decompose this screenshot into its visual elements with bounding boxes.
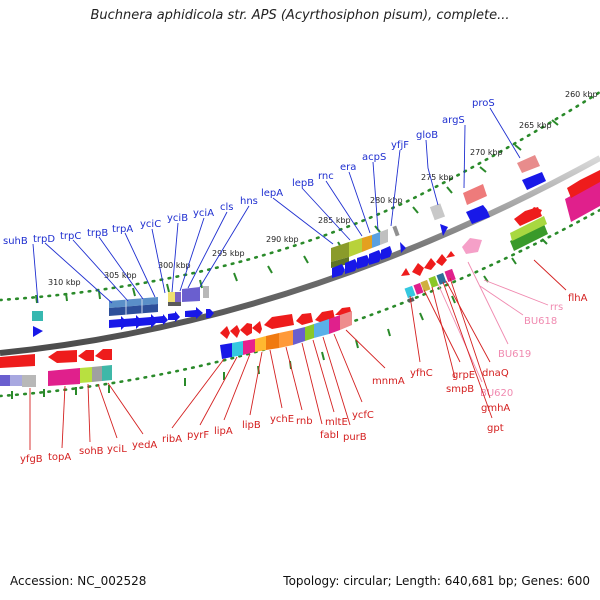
gene-label-top: cls xyxy=(220,202,234,213)
gene-block-group xyxy=(331,225,406,278)
gene-label-top: hns xyxy=(240,196,258,207)
gene-label-bottom: yfgB xyxy=(20,454,43,465)
gene-label-bottom: lipA xyxy=(214,426,233,437)
gene-label-bottom: gmhA xyxy=(481,403,510,414)
gene-label-top: yciA xyxy=(193,208,214,219)
gene-label-bottom: flhA xyxy=(568,293,588,304)
gene-label-top: era xyxy=(340,162,356,173)
gene-label-top: lepA xyxy=(261,188,283,199)
gene-block-group xyxy=(32,286,214,337)
accession-text: Accession: NC_002528 xyxy=(10,574,147,588)
gene-label-bottom: fabI xyxy=(320,430,339,441)
gene-label-bottom: BU620 xyxy=(480,388,513,399)
kbp-label: 260 kbp xyxy=(565,90,598,99)
gene-label-bottom: rrs xyxy=(550,302,563,313)
gene-label-bottom: yciL xyxy=(107,444,127,455)
gene-label-top: rnc xyxy=(318,171,334,182)
bottom-gene-labels: yfgB topA sohB yciL yedA ribA pyrF lipA … xyxy=(20,259,588,465)
gene-label-bottom: BU618 xyxy=(524,316,557,327)
kbp-label: 285 kbp xyxy=(318,216,351,225)
kbp-label: 305 kbp xyxy=(104,271,137,280)
gene-label-bottom: purB xyxy=(343,432,367,443)
gene-label-top: yciC xyxy=(140,219,161,230)
gene-block-group xyxy=(0,349,112,387)
kbp-label: 275 kbp xyxy=(421,173,454,182)
gene-label-top: suhB xyxy=(3,236,28,247)
map-title: Buchnera aphidicola str. APS (Acyrthosip… xyxy=(90,8,510,23)
gene-block-group xyxy=(401,170,600,303)
gene-label-bottom: lipB xyxy=(242,420,261,431)
gene-label-bottom: ribA xyxy=(162,434,182,445)
top-gene-labels: suhB trpD trpC trpB trpA yciC yciB yciA … xyxy=(3,98,521,304)
gene-label-bottom: dnaQ xyxy=(482,368,509,379)
genome-backbone xyxy=(0,155,600,356)
gene-label-top: trpC xyxy=(60,231,81,242)
kbp-label: 295 kbp xyxy=(212,249,245,258)
gene-label-top: trpD xyxy=(33,234,55,245)
gene-label-bottom: gpt xyxy=(487,423,504,434)
outer-scale-arc xyxy=(0,90,600,302)
gene-label-top: yfjF xyxy=(391,140,409,151)
gene-label-top: proS xyxy=(472,98,495,109)
gene-label-bottom: mltE xyxy=(325,417,348,428)
gene-block-group xyxy=(220,307,352,359)
gene-label-top: trpA xyxy=(112,224,133,235)
kbp-label: 265 kbp xyxy=(519,121,552,130)
gene-label-top: argS xyxy=(442,115,465,126)
gene-label-top: acpS xyxy=(362,152,386,163)
gene-label-bottom: sohB xyxy=(79,446,104,457)
gene-label-bottom: pyrF xyxy=(187,430,209,441)
gene-label-bottom: ycfC xyxy=(352,410,374,421)
kbp-label: 280 kbp xyxy=(370,196,403,205)
gene-label-bottom: mnmA xyxy=(372,376,405,387)
gene-label-top: gloB xyxy=(416,130,438,141)
gene-label-top: lepB xyxy=(292,178,314,189)
gene-label-bottom: yfhC xyxy=(410,368,433,379)
gene-label-bottom: grpE xyxy=(452,370,475,381)
gene-label-top: trpB xyxy=(87,228,108,239)
kbp-label: 270 kbp xyxy=(470,148,503,157)
gene-label-top: yciB xyxy=(167,213,188,224)
gene-block-group xyxy=(429,155,546,236)
kbp-label: 310 kbp xyxy=(48,278,81,287)
gene-label-bottom: smpB xyxy=(446,384,474,395)
gene-label-bottom: ychE xyxy=(270,414,294,425)
topology-text: Topology: circular; Length: 640,681 bp; … xyxy=(283,574,590,588)
kbp-label: 290 kbp xyxy=(266,235,299,244)
gene-label-bottom: rnb xyxy=(296,416,313,427)
gene-label-bottom: yedA xyxy=(132,440,157,451)
kbp-labels: 260 kbp 265 kbp 270 kbp 275 kbp 280 kbp … xyxy=(48,90,598,287)
gene-label-bottom: topA xyxy=(48,452,71,463)
gene-label-bottom: BU619 xyxy=(498,349,531,360)
